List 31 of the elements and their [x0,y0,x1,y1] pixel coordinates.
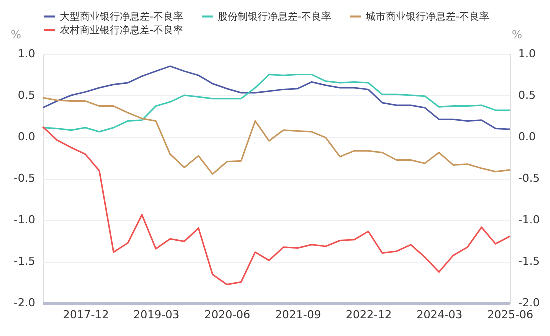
y2-tick-label: 0.0 [518,130,536,144]
line-series [42,126,511,286]
legend-label: 大型商业银行净息差-不良率 [60,10,184,23]
y2-tick-label: -1.0 [518,214,540,226]
x-tick-label: 2019-03 [134,308,180,322]
y2-axis-title: % [512,28,522,42]
y-tick-label: 0.0 [18,130,36,144]
legend-label: 股份制银行净息差-不良率 [218,10,332,23]
y-tick-label: -0.5 [14,172,36,185]
line-series [42,66,511,130]
y2-tick-label: -1.5 [518,255,540,268]
x-tick-label: 2025-06 [488,308,534,322]
x-tick-label: 2022-12 [346,308,392,322]
x-tick-label: 2021-09 [275,308,322,322]
y-tick-label: -1.5 [14,255,36,268]
y-tick-label: 1.0 [18,48,36,60]
x-tick-label: 2020-06 [204,308,251,322]
y2-tick-label: 1.0 [518,48,536,60]
y-tick-label: -1.0 [14,214,36,226]
y2-tick-label: 0.5 [518,89,536,102]
y2-tick-label: -0.5 [518,172,540,185]
x-tick-label: 2017-12 [63,308,110,322]
x-tick-label: 2024-03 [416,308,463,322]
line-series [42,97,511,176]
legend-label: 城市商业银行净息差-不良率 [365,10,490,23]
y-axis-title: % [11,28,22,42]
y2-tick-label: -2.0 [518,296,540,310]
y-tick-label: 0.5 [18,89,36,102]
line-series [42,74,511,133]
legend-label: 农村商业银行净息差-不良率 [60,24,184,36]
y-tick-label: -2.0 [14,296,36,310]
